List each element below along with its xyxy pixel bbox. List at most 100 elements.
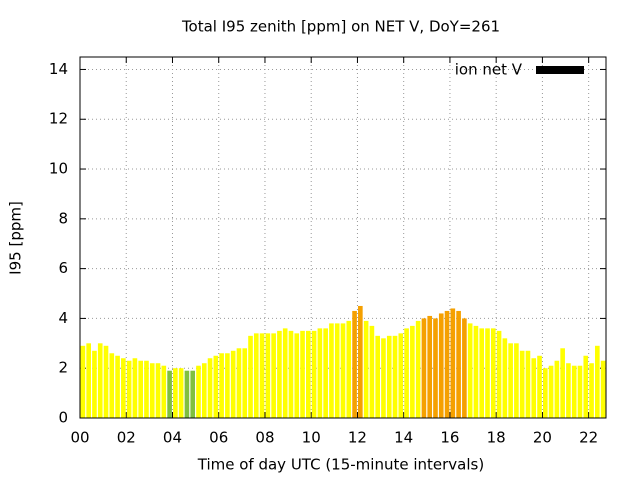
y-tick-label: 8 <box>58 209 68 227</box>
x-tick-label: 22 <box>579 429 598 447</box>
bar <box>167 370 172 418</box>
x-tick-label: 04 <box>163 429 182 447</box>
bar <box>595 345 600 418</box>
bar <box>242 348 248 418</box>
bar <box>236 348 242 418</box>
bar <box>92 350 97 418</box>
bar <box>554 360 560 418</box>
bar <box>427 315 433 418</box>
bar <box>155 363 161 418</box>
x-tick-label: 14 <box>394 429 413 447</box>
bar <box>525 350 531 418</box>
bar <box>86 343 91 418</box>
bar <box>300 330 305 418</box>
y-tick-label: 10 <box>49 160 68 178</box>
bar <box>456 310 461 418</box>
bar <box>294 333 300 418</box>
bar <box>444 310 450 418</box>
bar <box>433 318 438 418</box>
bar <box>121 358 126 418</box>
bar <box>473 325 479 418</box>
bar <box>109 353 115 418</box>
bar <box>178 368 184 418</box>
x-axis-label: Time of day UTC (15-minute intervals) <box>197 456 484 474</box>
bar <box>173 368 178 418</box>
bar <box>225 353 230 418</box>
bar <box>334 323 340 418</box>
bar <box>323 328 328 418</box>
bar <box>144 360 149 418</box>
bar <box>190 370 196 418</box>
bar <box>311 330 317 418</box>
x-tick-label: 08 <box>255 429 274 447</box>
y-tick-label: 0 <box>58 409 68 427</box>
bar <box>277 330 282 418</box>
bar <box>542 368 548 418</box>
bar <box>138 360 144 418</box>
bar <box>386 335 392 418</box>
bar <box>398 333 404 418</box>
bar <box>184 370 190 418</box>
x-tick-label: 06 <box>209 429 228 447</box>
bar <box>97 343 103 418</box>
y-tick-label: 14 <box>49 60 68 78</box>
x-tick-label: 16 <box>440 429 459 447</box>
bar <box>369 325 375 418</box>
plot-frame <box>79 56 607 419</box>
bar <box>196 365 201 418</box>
bar <box>213 355 219 418</box>
x-tick-label: 18 <box>487 429 506 447</box>
bar <box>531 358 537 418</box>
bar <box>490 328 496 418</box>
bar <box>306 330 311 418</box>
bar <box>537 355 542 418</box>
bar <box>438 313 444 418</box>
bar <box>566 363 571 418</box>
bar <box>508 343 513 418</box>
x-tick-label: 12 <box>348 429 367 447</box>
bar <box>207 358 213 418</box>
bar <box>375 335 380 418</box>
x-tick-label: 10 <box>302 429 321 447</box>
bar <box>571 365 577 418</box>
bar <box>392 335 398 418</box>
bar <box>381 338 386 418</box>
bar <box>600 360 606 418</box>
y-tick-label: 6 <box>58 259 68 277</box>
bar <box>589 363 594 418</box>
x-tick-label: 00 <box>70 429 89 447</box>
y-tick-label: 2 <box>58 359 68 377</box>
bar <box>248 335 253 418</box>
bar <box>415 320 421 418</box>
bar <box>352 310 357 418</box>
bar <box>132 358 138 418</box>
bar <box>80 345 86 418</box>
bar <box>462 318 467 418</box>
bar <box>103 345 109 418</box>
bar <box>502 338 508 418</box>
bar <box>340 323 346 418</box>
bar <box>282 328 288 418</box>
bar <box>259 333 265 418</box>
bar <box>230 350 236 418</box>
bar <box>363 320 369 418</box>
bar <box>126 360 132 418</box>
bar <box>115 355 120 418</box>
bar <box>317 328 323 418</box>
y-tick-label: 4 <box>58 309 68 327</box>
bar <box>577 365 583 418</box>
bar <box>288 330 294 418</box>
bar <box>519 350 525 418</box>
x-tick-label: 02 <box>117 429 136 447</box>
y-axis-label: I95 [ppm] <box>7 201 25 275</box>
bar <box>467 323 473 418</box>
chart-title: Total I95 zenith [ppm] on NET V, DoY=261 <box>181 18 500 36</box>
bar <box>219 353 224 418</box>
bar <box>421 318 427 418</box>
bar <box>358 305 363 418</box>
bar <box>479 328 485 418</box>
bar <box>560 348 565 418</box>
bar <box>271 333 276 418</box>
legend-label: ion net V <box>455 61 523 79</box>
bar <box>161 365 167 418</box>
